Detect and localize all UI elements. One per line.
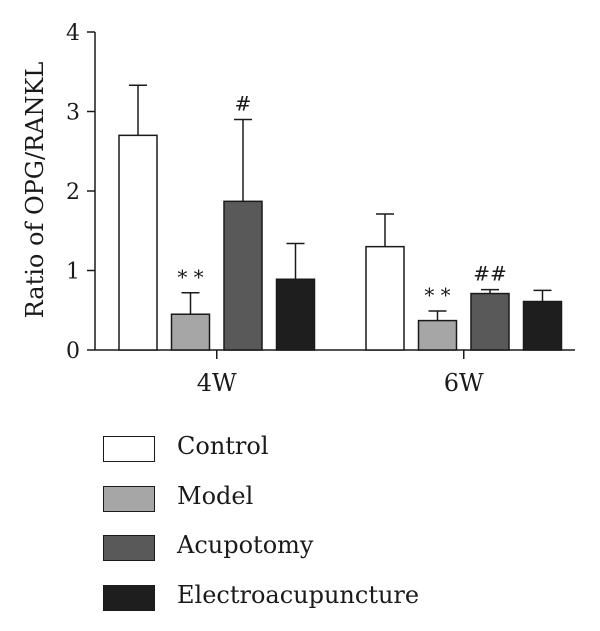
legend-label: Control [177,432,269,460]
bars: * * # * * ## [118,84,563,351]
significance-label: # [235,91,252,115]
y-tick-label: 4 [66,21,80,46]
y-tick-label: 2 [66,180,80,205]
y-tick-label: 0 [66,339,80,364]
bar [223,200,263,351]
significance-label: ## [473,262,507,286]
legend-swatch-acupotomy [103,535,155,561]
bar [470,292,510,351]
significance-label: * * [424,283,450,307]
legend-item-acupotomy: Acupotomy [103,529,523,579]
y-axis: 0 1 2 3 4 [66,21,96,364]
bar [170,313,211,351]
bar [275,278,316,351]
y-tick-label: 1 [66,260,80,285]
x-tick-label: 6W [444,369,484,397]
significance-label: * * [177,265,203,289]
legend-label: Electroacupuncture [177,580,420,609]
legend-label: Acupotomy [177,531,314,559]
legend: Control Model Acupotomy Electroacupunctu… [103,430,523,628]
legend-swatch-electroacupuncture [103,584,155,611]
legend-swatch-control [103,436,155,462]
legend-label: Model [177,481,254,510]
bar [417,319,458,351]
bar [522,300,563,351]
bar [365,245,405,351]
x-tick-label: 4W [197,369,237,397]
legend-item-model: Model [103,480,523,530]
legend-item-control: Control [103,430,523,480]
x-axis: 4W 6W [95,349,575,397]
bar [118,134,158,351]
legend-swatch-model [103,485,155,512]
y-tick-label: 3 [66,101,80,126]
y-axis-label: Ratio of OPG/RANKL [21,62,49,319]
legend-item-electroacupuncture: Electroacupuncture [103,579,523,629]
